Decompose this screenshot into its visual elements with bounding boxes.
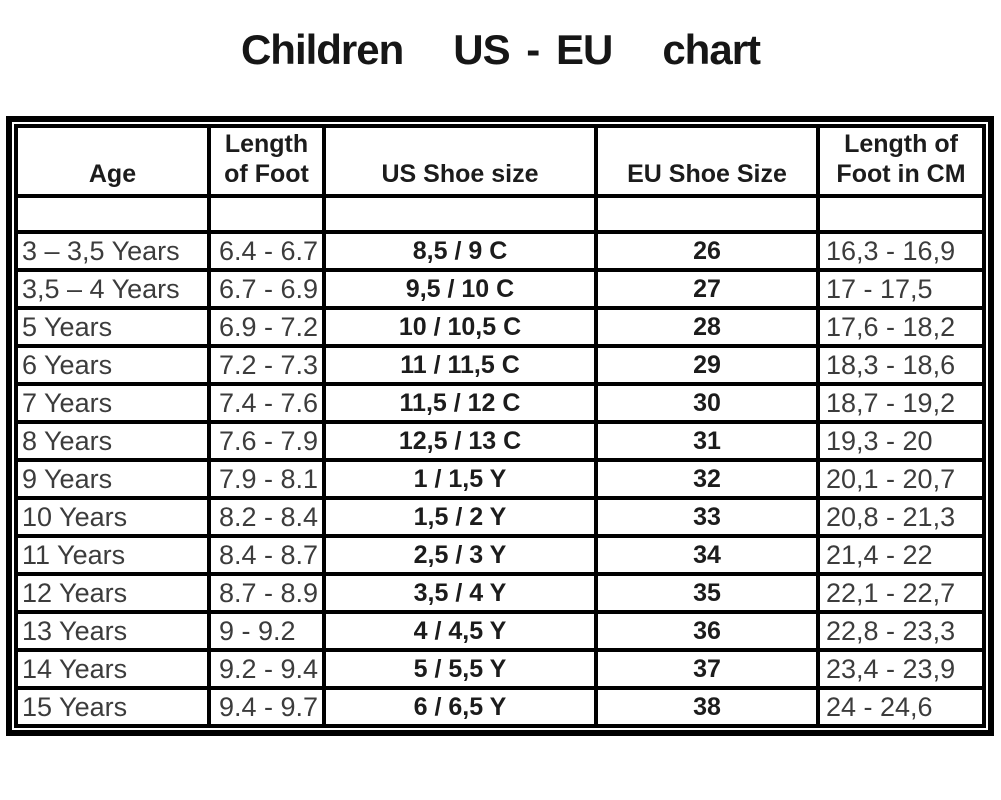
empty-cell (207, 194, 326, 234)
cm-length-cell: 18,7 - 19,2 (816, 382, 986, 424)
cm-length-cell: 17,6 - 18,2 (816, 306, 986, 348)
foot-length-cell: 8.2 - 8.4 (207, 496, 326, 538)
us-size-cell: 9,5 / 10 C (322, 268, 598, 310)
us-size-cell: 3,5 / 4 Y (322, 572, 598, 614)
age-cell: 7 Years (14, 382, 211, 424)
foot-length-cell: 6.4 - 6.7 (207, 230, 326, 272)
cm-length-cell: 23,4 - 23,9 (816, 648, 986, 690)
age-cell: 3 – 3,5 Years (14, 230, 211, 272)
page-title: Children US - EU chart (240, 26, 761, 73)
age-cell: 5 Years (14, 306, 211, 348)
header-age: Age (14, 124, 211, 198)
empty-cell (322, 194, 598, 234)
eu-size-cell: 26 (594, 230, 820, 272)
eu-size-cell: 33 (594, 496, 820, 538)
foot-length-cell: 6.7 - 6.9 (207, 268, 326, 310)
age-cell: 14 Years (14, 648, 211, 690)
eu-size-cell: 30 (594, 382, 820, 424)
foot-length-cell: 7.6 - 7.9 (207, 420, 326, 462)
age-cell: 15 Years (14, 686, 211, 728)
eu-size-cell: 38 (594, 686, 820, 728)
cm-length-cell: 22,1 - 22,7 (816, 572, 986, 614)
spacer-row (14, 194, 986, 234)
foot-length-cell: 9.4 - 9.7 (207, 686, 326, 728)
age-cell: 9 Years (14, 458, 211, 500)
us-size-cell: 5 / 5,5 Y (322, 648, 598, 690)
age-cell: 6 Years (14, 344, 211, 386)
table-row: 11 Years 8.4 - 8.7 2,5 / 3 Y 34 21,4 - 2… (14, 534, 986, 576)
eu-size-cell: 31 (594, 420, 820, 462)
cm-length-cell: 19,3 - 20 (816, 420, 986, 462)
table-row: 8 Years 7.6 - 7.9 12,5 / 13 C 31 19,3 - … (14, 420, 986, 462)
cm-length-cell: 18,3 - 18,6 (816, 344, 986, 386)
age-cell: 8 Years (14, 420, 211, 462)
size-chart-table-frame: Age Length of Foot US Shoe size EU Shoe … (6, 116, 994, 736)
foot-length-cell: 8.7 - 8.9 (207, 572, 326, 614)
table-row: 5 Years 6.9 - 7.2 10 / 10,5 C 28 17,6 - … (14, 306, 986, 348)
us-size-cell: 1,5 / 2 Y (322, 496, 598, 538)
age-cell: 3,5 – 4 Years (14, 268, 211, 310)
eu-size-cell: 36 (594, 610, 820, 652)
cm-length-cell: 20,8 - 21,3 (816, 496, 986, 538)
us-size-cell: 12,5 / 13 C (322, 420, 598, 462)
header-us-size: US Shoe size (322, 124, 598, 198)
eu-size-cell: 32 (594, 458, 820, 500)
header-row: Age Length of Foot US Shoe size EU Shoe … (14, 124, 986, 198)
eu-size-cell: 28 (594, 306, 820, 348)
foot-length-cell: 9 - 9.2 (207, 610, 326, 652)
age-cell: 12 Years (14, 572, 211, 614)
foot-length-cell: 7.4 - 7.6 (207, 382, 326, 424)
us-size-cell: 8,5 / 9 C (322, 230, 598, 272)
cm-length-cell: 17 - 17,5 (816, 268, 986, 310)
eu-size-cell: 34 (594, 534, 820, 576)
table-row: 3 – 3,5 Years 6.4 - 6.7 8,5 / 9 C 26 16,… (14, 230, 986, 272)
cm-length-cell: 16,3 - 16,9 (816, 230, 986, 272)
table-row: 6 Years 7.2 - 7.3 11 / 11,5 C 29 18,3 - … (14, 344, 986, 386)
foot-length-cell: 7.2 - 7.3 (207, 344, 326, 386)
us-size-cell: 2,5 / 3 Y (322, 534, 598, 576)
table-row: 9 Years 7.9 - 8.1 1 / 1,5 Y 32 20,1 - 20… (14, 458, 986, 500)
eu-size-cell: 27 (594, 268, 820, 310)
us-size-cell: 10 / 10,5 C (322, 306, 598, 348)
cm-length-cell: 22,8 - 23,3 (816, 610, 986, 652)
age-cell: 13 Years (14, 610, 211, 652)
us-size-cell: 1 / 1,5 Y (322, 458, 598, 500)
us-size-cell: 4 / 4,5 Y (322, 610, 598, 652)
age-cell: 10 Years (14, 496, 211, 538)
empty-cell (14, 194, 211, 234)
table-row: 14 Years 9.2 - 9.4 5 / 5,5 Y 37 23,4 - 2… (14, 648, 986, 690)
eu-size-cell: 35 (594, 572, 820, 614)
eu-size-cell: 29 (594, 344, 820, 386)
header-eu-size: EU Shoe Size (594, 124, 820, 198)
empty-cell (594, 194, 820, 234)
us-size-cell: 11 / 11,5 C (322, 344, 598, 386)
table-row: 10 Years 8.2 - 8.4 1,5 / 2 Y 33 20,8 - 2… (14, 496, 986, 538)
foot-length-cell: 9.2 - 9.4 (207, 648, 326, 690)
table-row: 13 Years 9 - 9.2 4 / 4,5 Y 36 22,8 - 23,… (14, 610, 986, 652)
foot-length-cell: 6.9 - 7.2 (207, 306, 326, 348)
age-cell: 11 Years (14, 534, 211, 576)
table-row: 12 Years 8.7 - 8.9 3,5 / 4 Y 35 22,1 - 2… (14, 572, 986, 614)
empty-cell (816, 194, 986, 234)
header-foot-length: Length of Foot (207, 124, 326, 198)
cm-length-cell: 21,4 - 22 (816, 534, 986, 576)
table-row: 3,5 – 4 Years 6.7 - 6.9 9,5 / 10 C 27 17… (14, 268, 986, 310)
header-cm-length: Length of Foot in CM (816, 124, 986, 198)
cm-length-cell: 24 - 24,6 (816, 686, 986, 728)
cm-length-cell: 20,1 - 20,7 (816, 458, 986, 500)
us-size-cell: 11,5 / 12 C (322, 382, 598, 424)
eu-size-cell: 37 (594, 648, 820, 690)
table-row: 15 Years 9.4 - 9.7 6 / 6,5 Y 38 24 - 24,… (14, 686, 986, 728)
table-row: 7 Years 7.4 - 7.6 11,5 / 12 C 30 18,7 - … (14, 382, 986, 424)
us-size-cell: 6 / 6,5 Y (322, 686, 598, 728)
foot-length-cell: 7.9 - 8.1 (207, 458, 326, 500)
size-chart-table: Age Length of Foot US Shoe size EU Shoe … (14, 124, 986, 728)
foot-length-cell: 8.4 - 8.7 (207, 534, 326, 576)
